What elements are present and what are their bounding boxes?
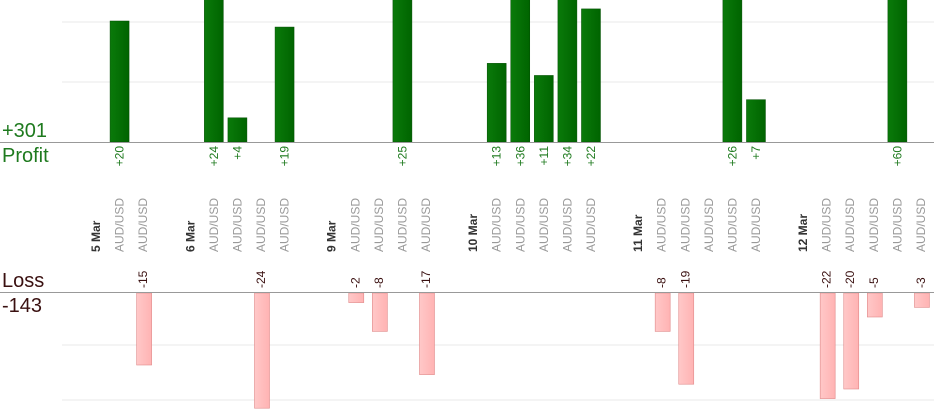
pair-label: AUD/USD bbox=[113, 198, 127, 252]
profit-bars bbox=[109, 0, 908, 143]
date-label: 10 Mar bbox=[466, 214, 480, 252]
pair-label: AUD/USD bbox=[490, 198, 504, 252]
date-label: 5 Mar bbox=[89, 220, 103, 252]
profit-value-label: +24 bbox=[207, 146, 221, 167]
loss-bar bbox=[348, 292, 365, 303]
profit-bar bbox=[722, 0, 743, 143]
profit-bar bbox=[204, 0, 224, 143]
pair-label: AUD/USD bbox=[655, 198, 669, 252]
pair-label: AUD/USD bbox=[254, 198, 268, 252]
loss-bar bbox=[419, 292, 435, 375]
date-label: 11 Mar bbox=[631, 214, 645, 252]
loss-bar bbox=[867, 292, 883, 318]
profit-value-label: +26 bbox=[725, 146, 739, 167]
profit-bar bbox=[557, 0, 578, 143]
profit-value-label: +22 bbox=[584, 146, 598, 167]
loss-value-label: -5 bbox=[867, 277, 881, 288]
pair-label: AUD/USD bbox=[560, 198, 574, 252]
pair-label: AUD/USD bbox=[348, 198, 362, 252]
loss-bar bbox=[843, 292, 860, 390]
loss-bars bbox=[136, 292, 930, 409]
pair-label: AUD/USD bbox=[890, 198, 904, 252]
profit-bar bbox=[227, 117, 248, 143]
loss-value-label: -20 bbox=[843, 270, 857, 288]
pair-label: AUD/USD bbox=[395, 198, 409, 252]
pair-label: AUD/USD bbox=[372, 198, 386, 252]
profit-total: +301 bbox=[2, 120, 48, 142]
pair-label: AUD/USD bbox=[419, 198, 433, 252]
pair-label: AUD/USD bbox=[537, 198, 551, 252]
pair-label: AUD/USD bbox=[678, 198, 692, 252]
loss-value-label: -2 bbox=[348, 277, 362, 288]
pair-label: AUD/USD bbox=[702, 198, 716, 252]
profit-value-label: +34 bbox=[560, 146, 574, 167]
pair-label: AUD/USD bbox=[725, 198, 739, 252]
profit-bar bbox=[510, 0, 531, 143]
loss-bar bbox=[654, 292, 671, 332]
pair-label: AUD/USD bbox=[749, 198, 763, 252]
loss-bar bbox=[914, 292, 930, 308]
date-label: 9 Mar bbox=[325, 220, 339, 252]
loss-bar bbox=[136, 292, 152, 366]
loss-bar bbox=[819, 292, 836, 399]
loss-value-label: -17 bbox=[419, 270, 433, 288]
pair-label: AUD/USD bbox=[914, 198, 928, 252]
date-label: 6 Mar bbox=[183, 220, 197, 252]
loss-label: Loss bbox=[2, 270, 45, 292]
pair-label: AUD/USD bbox=[230, 198, 244, 252]
pair-label: AUD/USD bbox=[843, 198, 857, 252]
labels: 5 Mar AUD/USD +20 AUD/USD -15 6 Mar AUD/USD +24… bbox=[89, 146, 928, 288]
pair-label: AUD/USD bbox=[820, 198, 834, 252]
profit-value-label: +60 bbox=[890, 146, 904, 167]
profit-value-label: +4 bbox=[230, 146, 244, 160]
profit-value-label: +11 bbox=[537, 146, 551, 166]
pair-label: AUD/USD bbox=[207, 198, 221, 252]
profit-value-label: +13 bbox=[490, 146, 504, 167]
profit-value-label: +20 bbox=[113, 146, 127, 167]
profit-value-label: +7 bbox=[749, 146, 763, 160]
pair-label: AUD/USD bbox=[584, 198, 598, 252]
profit-bar bbox=[486, 63, 507, 143]
profit-value-label: +25 bbox=[395, 146, 409, 167]
loss-value-label: -15 bbox=[136, 270, 150, 288]
profit-bar bbox=[392, 0, 413, 143]
pair-label: AUD/USD bbox=[278, 198, 292, 252]
loss-bar bbox=[254, 292, 270, 409]
loss-value-label: -22 bbox=[820, 270, 834, 288]
date-label: 12 Mar bbox=[796, 214, 810, 252]
loss-value-label: -24 bbox=[254, 270, 268, 288]
profit-bar bbox=[746, 99, 766, 143]
pair-label: AUD/USD bbox=[513, 198, 527, 252]
loss-value-label: -8 bbox=[655, 277, 669, 288]
loss-value-label: -8 bbox=[372, 277, 386, 288]
pair-label: AUD/USD bbox=[136, 198, 150, 252]
pair-label: AUD/USD bbox=[867, 198, 881, 252]
profit-value-label: +36 bbox=[513, 146, 527, 167]
loss-value-label: -3 bbox=[914, 277, 928, 288]
profit-bar bbox=[581, 8, 601, 143]
profit-bar bbox=[534, 75, 554, 143]
profit-value-label: +19 bbox=[278, 146, 292, 167]
axes bbox=[0, 142, 934, 293]
profit-bar bbox=[274, 26, 295, 143]
profit-bar bbox=[109, 20, 130, 143]
loss-bar bbox=[372, 292, 388, 332]
profit-label: Profit bbox=[2, 145, 49, 167]
loss-total: -143 bbox=[2, 295, 43, 317]
loss-bar bbox=[678, 292, 695, 385]
loss-value-label: -19 bbox=[678, 270, 692, 288]
profit-bar bbox=[887, 0, 908, 143]
